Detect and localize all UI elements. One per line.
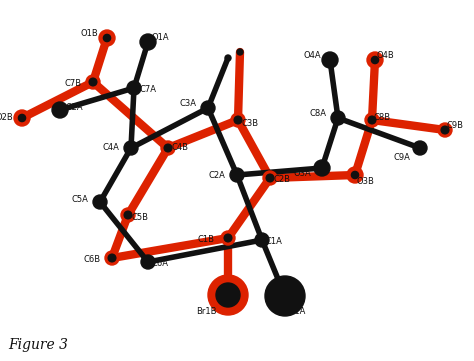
Circle shape — [216, 283, 240, 307]
Circle shape — [234, 116, 242, 124]
Circle shape — [121, 208, 135, 222]
Circle shape — [441, 126, 449, 134]
Circle shape — [14, 110, 30, 126]
Text: C7A: C7A — [139, 86, 156, 95]
Text: C5B: C5B — [131, 213, 148, 222]
Circle shape — [127, 81, 141, 95]
Text: C3B: C3B — [241, 119, 258, 129]
Circle shape — [164, 144, 172, 152]
Text: Br1B: Br1B — [196, 306, 216, 316]
Circle shape — [86, 75, 100, 89]
Text: O1B: O1B — [80, 30, 98, 39]
Circle shape — [438, 123, 452, 137]
Circle shape — [314, 160, 330, 176]
Text: C2B: C2B — [273, 175, 291, 184]
Circle shape — [89, 78, 97, 86]
Circle shape — [103, 34, 110, 42]
Circle shape — [237, 49, 243, 55]
Circle shape — [331, 111, 345, 125]
Circle shape — [224, 234, 232, 242]
Circle shape — [141, 255, 155, 269]
Text: O1A: O1A — [151, 34, 169, 43]
Text: C1A: C1A — [265, 238, 283, 247]
Circle shape — [365, 113, 379, 127]
Circle shape — [105, 251, 119, 265]
Circle shape — [263, 171, 277, 185]
Circle shape — [372, 56, 379, 64]
Text: C4A: C4A — [102, 144, 119, 152]
Circle shape — [124, 211, 132, 219]
Text: C9A: C9A — [393, 153, 410, 162]
Circle shape — [255, 233, 269, 247]
Circle shape — [52, 102, 68, 118]
Text: O3A: O3A — [293, 170, 311, 178]
Text: C6B: C6B — [83, 256, 100, 265]
Circle shape — [99, 30, 115, 46]
Text: O4B: O4B — [376, 52, 394, 61]
Text: C4B: C4B — [172, 144, 189, 152]
Text: C8A: C8A — [310, 109, 327, 118]
Text: O3B: O3B — [356, 177, 374, 186]
Text: C1B: C1B — [198, 235, 215, 244]
Circle shape — [322, 52, 338, 68]
Text: C5A: C5A — [72, 196, 89, 204]
Text: C3A: C3A — [180, 100, 197, 109]
Text: O2A: O2A — [65, 104, 83, 113]
Circle shape — [351, 171, 359, 179]
Circle shape — [18, 114, 26, 122]
Text: Figure 3: Figure 3 — [8, 338, 68, 352]
Circle shape — [93, 195, 107, 209]
Circle shape — [347, 167, 363, 183]
Text: O4A: O4A — [303, 52, 321, 61]
Circle shape — [208, 275, 248, 315]
Text: C9B: C9B — [447, 122, 464, 130]
Circle shape — [221, 231, 235, 245]
Circle shape — [161, 141, 175, 155]
Text: Br1A: Br1A — [285, 308, 305, 317]
Text: C6A: C6A — [152, 260, 168, 269]
Circle shape — [108, 254, 116, 262]
Circle shape — [266, 174, 274, 182]
Circle shape — [201, 101, 215, 115]
Circle shape — [230, 168, 244, 182]
Text: C2A: C2A — [209, 170, 226, 179]
Circle shape — [140, 34, 156, 50]
Circle shape — [367, 52, 383, 68]
Circle shape — [124, 141, 138, 155]
Circle shape — [265, 276, 305, 316]
Circle shape — [231, 113, 245, 127]
Text: C8B: C8B — [374, 113, 391, 122]
Circle shape — [413, 141, 427, 155]
Circle shape — [225, 55, 231, 61]
Text: C7B: C7B — [64, 79, 82, 88]
Text: O2B: O2B — [0, 113, 13, 122]
Circle shape — [368, 116, 376, 124]
